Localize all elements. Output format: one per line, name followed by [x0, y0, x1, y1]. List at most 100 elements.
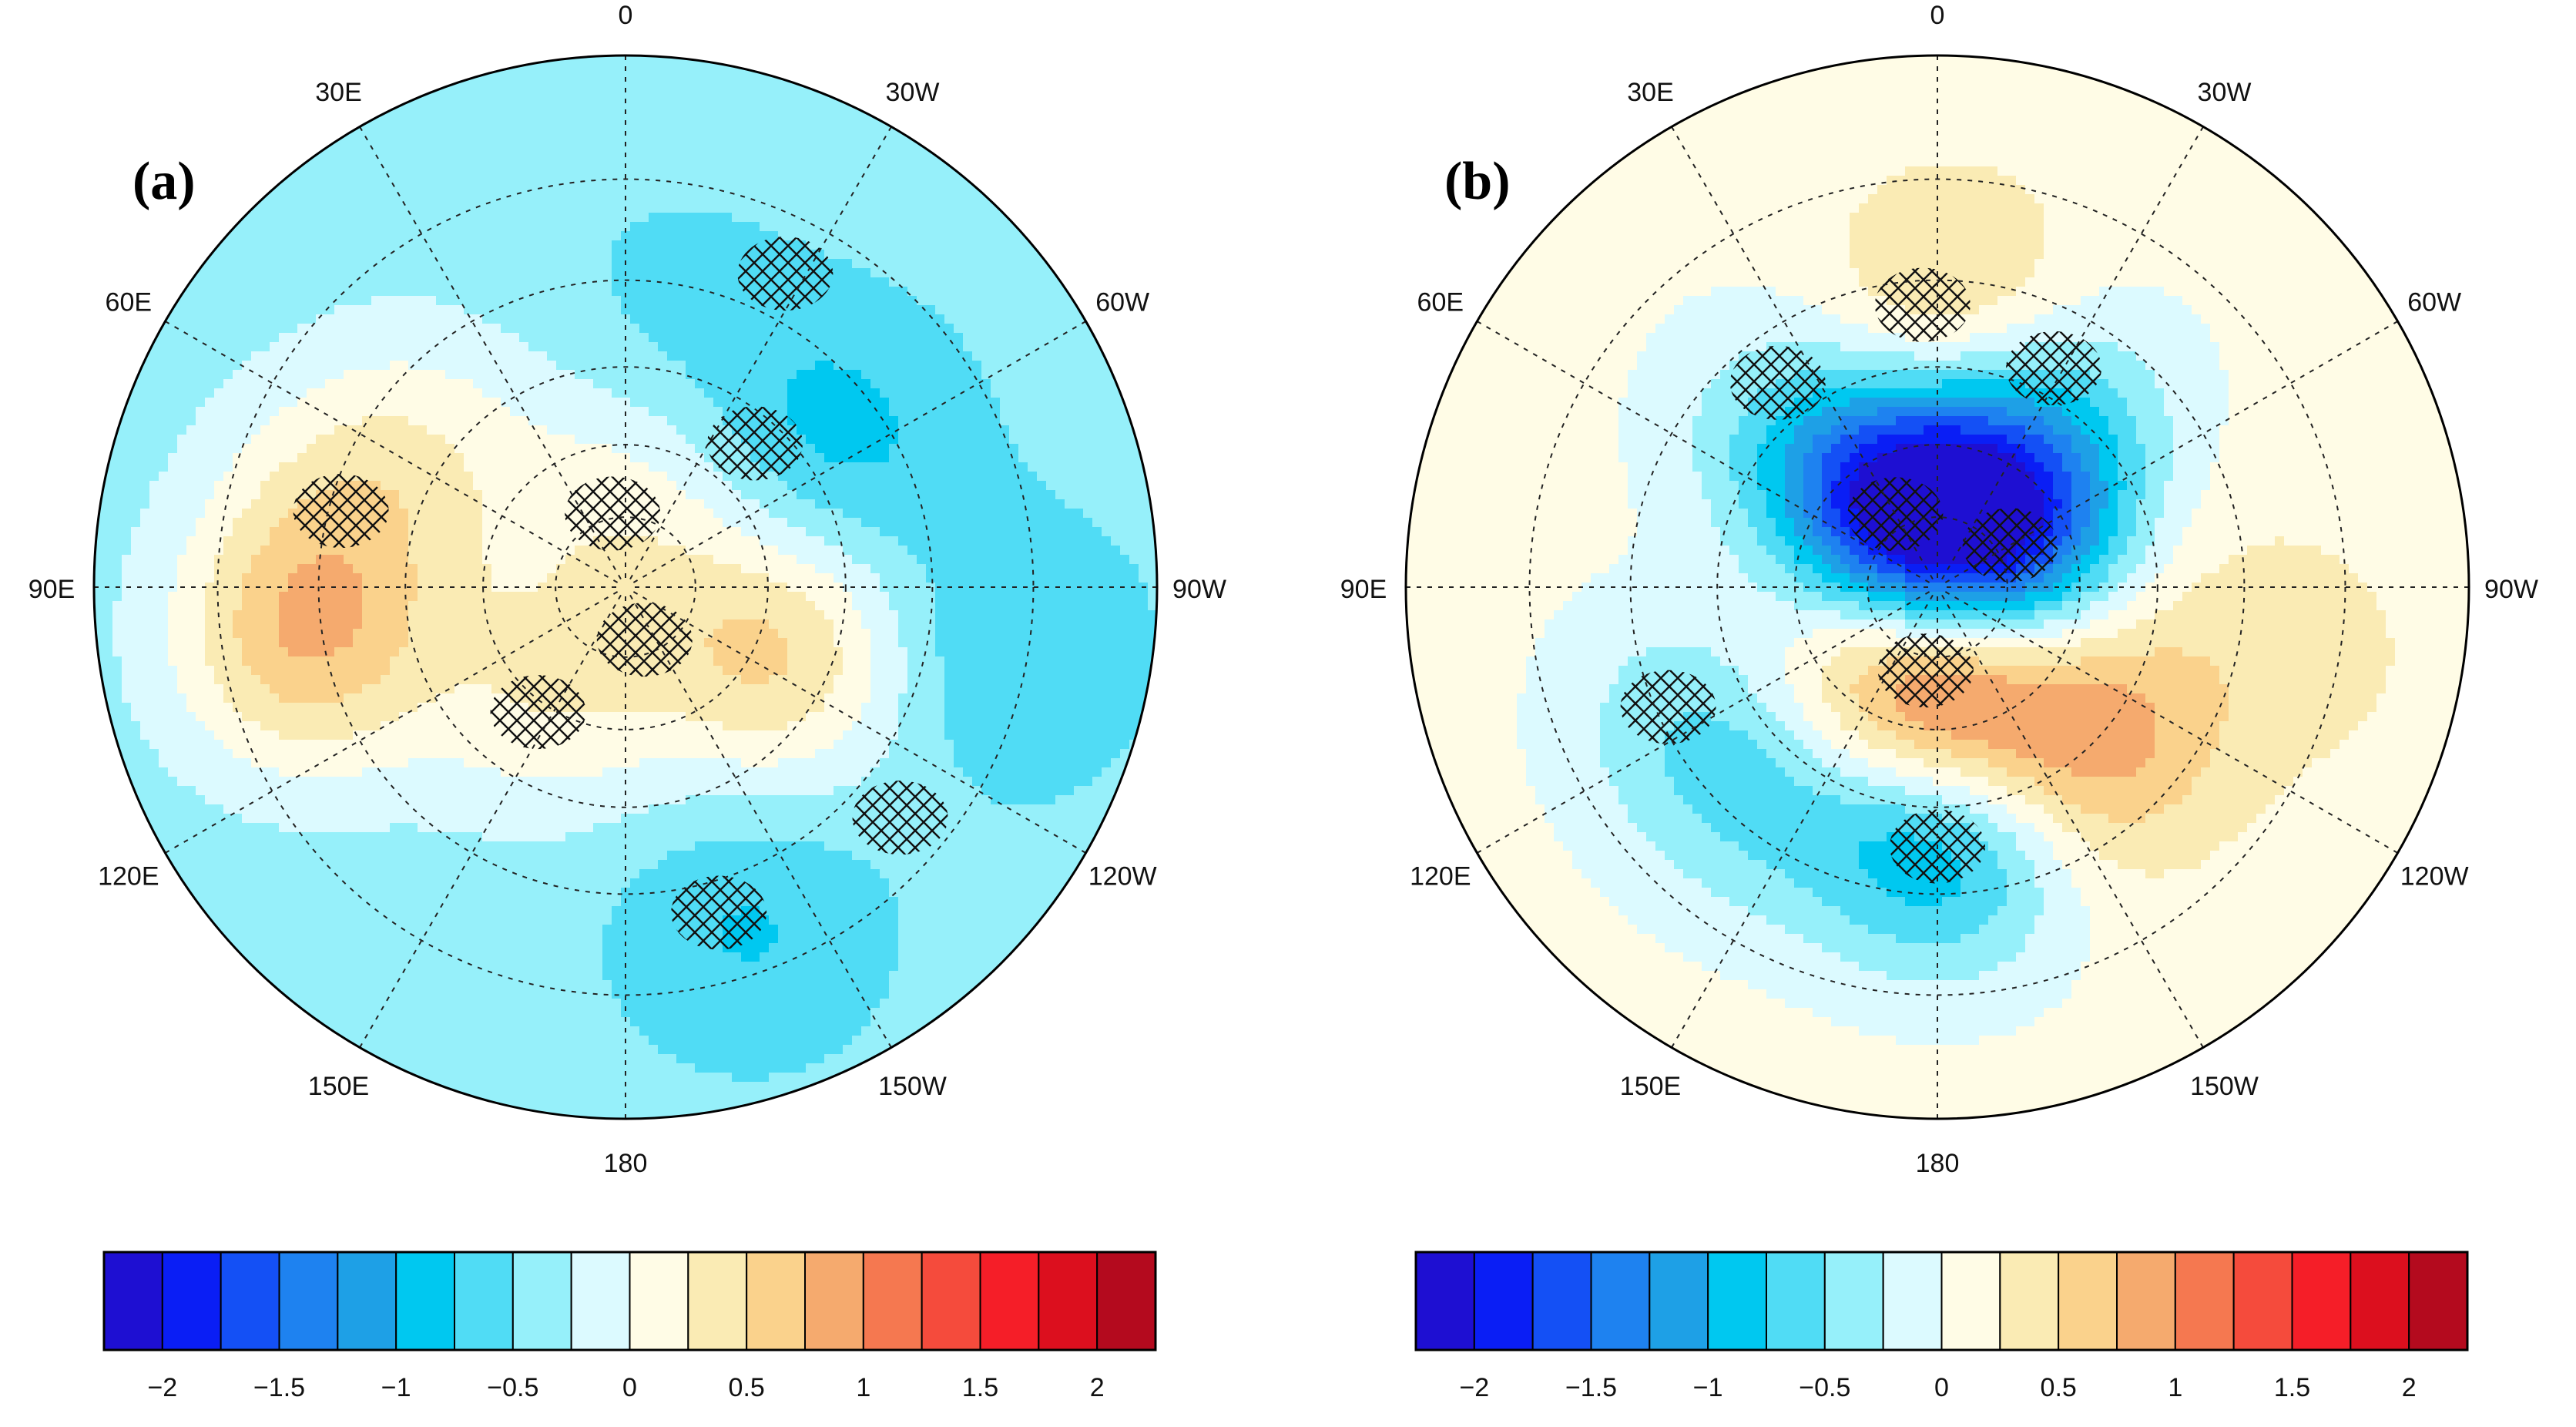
- colorbar-swatch-a-7: [512, 1251, 572, 1351]
- colorbar-tick-b-8: 2: [2402, 1373, 2417, 1402]
- lon-label-a-2: 60W: [1095, 288, 1149, 317]
- hatch-region-a-3: [852, 781, 948, 855]
- lon-label-b-8: 120E: [1410, 862, 1471, 891]
- colorbar-swatch-a-2: [220, 1251, 280, 1351]
- colorbar-swatch-b-17: [2408, 1251, 2469, 1351]
- lon-label-a-4: 120W: [1088, 862, 1157, 891]
- lon-label-a-5: 150W: [878, 1072, 947, 1101]
- colorbar-swatch-a-13: [862, 1251, 923, 1351]
- lon-label-b-11: 30E: [1627, 78, 1674, 107]
- map-boundary-b: [1404, 54, 2470, 1120]
- colorbar-swatch-b-2: [1531, 1251, 1592, 1351]
- lon-label-b-2: 60W: [2407, 288, 2461, 317]
- colorbar-tick-a-3: −0.5: [487, 1373, 538, 1402]
- hatch-region-b-5: [1729, 345, 1826, 420]
- colorbar-swatch-a-10: [687, 1251, 748, 1351]
- hatch-region-b-4: [1874, 267, 1971, 342]
- colorbar-swatch-a-8: [570, 1251, 631, 1351]
- colorbar-tick-b-4: 0: [1934, 1373, 1949, 1402]
- colorbar-tick-a-4: 0: [622, 1373, 637, 1402]
- colorbar-tick-a-8: 2: [1090, 1373, 1105, 1402]
- lon-label-a-0: 0: [619, 1, 633, 30]
- colorbar-tick-b-0: −2: [1459, 1373, 1489, 1402]
- hatch-region-a-0: [707, 406, 803, 481]
- colorbar-swatch-b-6: [1766, 1251, 1826, 1351]
- panel-label-b: (b): [1444, 152, 1511, 211]
- hatch-region-b-2: [1877, 633, 1974, 708]
- lon-label-b-9: 90E: [1340, 575, 1387, 604]
- colorbar-swatch-b-5: [1707, 1251, 1768, 1351]
- hatch-region-a-5: [565, 476, 661, 551]
- colorbar-swatch-a-1: [161, 1251, 222, 1351]
- colorbar-tick-a-5: 0.5: [729, 1373, 765, 1402]
- colorbar-swatch-a-11: [746, 1251, 807, 1351]
- colorbar-swatch-b-14: [2232, 1251, 2293, 1351]
- colorbar-b: −2 −1.5 −1 −0.5 0 0.5 1 1.5 2: [1414, 1251, 2469, 1402]
- hatch-region-a-1: [596, 603, 693, 677]
- lon-label-a-8: 120E: [98, 862, 159, 891]
- hatch-region-b-7: [1620, 670, 1716, 744]
- colorbar-swatch-a-0: [103, 1251, 163, 1351]
- colorbar-swatch-b-0: [1415, 1251, 1475, 1351]
- colorbar-tick-b-7: 1.5: [2274, 1373, 2310, 1402]
- colorbar-swatch-b-11: [2058, 1251, 2118, 1351]
- hatch-region-b-0: [1847, 477, 1944, 552]
- colorbar-swatch-b-10: [1999, 1251, 2060, 1351]
- lon-label-a-6: 180: [604, 1149, 648, 1178]
- colorbar-swatch-b-4: [1649, 1251, 1709, 1351]
- lon-label-a-11: 30E: [315, 78, 362, 107]
- lon-label-b-7: 150E: [1620, 1072, 1681, 1101]
- hatch-region-a-6: [490, 675, 586, 750]
- graticule-a: [94, 55, 1157, 1119]
- colorbar-swatch-b-7: [1823, 1251, 1884, 1351]
- lon-label-a-10: 60E: [106, 288, 153, 317]
- colorbar-tick-b-1: −1.5: [1565, 1373, 1617, 1402]
- lon-label-b-4: 120W: [2400, 862, 2469, 891]
- colorbar-swatch-a-12: [804, 1251, 864, 1351]
- colorbar-a: −2 −1.5 −1 −0.5 0 0.5 1 1.5 2: [102, 1251, 1157, 1402]
- lon-label-a-1: 30W: [886, 78, 940, 107]
- colorbar-tick-a-7: 1.5: [962, 1373, 998, 1402]
- lon-label-b-5: 150W: [2190, 1072, 2259, 1101]
- colorbar-tick-a-1: −1.5: [253, 1373, 305, 1402]
- colorbar-tick-b-6: 1: [2168, 1373, 2182, 1402]
- lon-label-a-3: 90W: [1172, 575, 1226, 604]
- hatch-region-a-2: [671, 875, 767, 950]
- colorbar-swatch-b-15: [2291, 1251, 2352, 1351]
- longitude-labels-a: 0 30W 60W 90W 120W 150W 180 150E 120E 90E 60E 30E: [29, 1, 1226, 1178]
- colorbar-swatch-a-17: [1096, 1251, 1156, 1351]
- colorbar-tick-b-2: −1: [1693, 1373, 1723, 1402]
- colorbar-tick-a-0: −2: [147, 1373, 177, 1402]
- graticule-b: [1406, 55, 2469, 1119]
- lon-label-b-0: 0: [1930, 1, 1945, 30]
- colorbar-swatch-b-3: [1590, 1251, 1651, 1351]
- colorbar-swatch-b-1: [1473, 1251, 1534, 1351]
- colorbar-swatch-a-9: [629, 1251, 689, 1351]
- panel-a: (a) 0 30W 60W 90W 120W 150W 180 150E 120E 90E 60E 3…: [29, 1, 1226, 1402]
- lon-label-b-3: 90W: [2484, 575, 2538, 604]
- colorbar-swatch-a-3: [278, 1251, 339, 1351]
- colorbar-swatch-a-5: [395, 1251, 456, 1351]
- panel-label-a: (a): [132, 152, 196, 211]
- colorbar-tick-b-3: −0.5: [1799, 1373, 1850, 1402]
- colorbar-swatch-b-12: [2116, 1251, 2176, 1351]
- colorbar-swatch-a-6: [454, 1251, 514, 1351]
- field-b: [1406, 55, 2469, 1119]
- field-a: [94, 55, 1157, 1119]
- lon-label-b-1: 30W: [2198, 78, 2252, 107]
- colorbar-swatch-b-8: [1882, 1251, 1943, 1351]
- colorbar-swatch-a-4: [337, 1251, 397, 1351]
- colorbar-swatch-a-15: [979, 1251, 1040, 1351]
- hatch-region-a-7: [737, 237, 834, 311]
- lon-label-b-10: 60E: [1417, 288, 1464, 317]
- lon-label-b-6: 180: [1916, 1149, 1960, 1178]
- lon-label-a-7: 150E: [308, 1072, 369, 1101]
- map-a: [92, 54, 1159, 1120]
- hatch-region-b-1: [1962, 508, 2058, 583]
- longitude-labels-b: 0 30W 60W 90W 120W 150W 180 150E 120E 90E 60E 30E: [1340, 1, 2538, 1178]
- hatch-region-b-6: [2006, 331, 2102, 405]
- colorbar-tick-a-6: 1: [856, 1373, 870, 1402]
- colorbar-swatch-a-16: [1038, 1251, 1098, 1351]
- colorbar-swatch-b-13: [2174, 1251, 2235, 1351]
